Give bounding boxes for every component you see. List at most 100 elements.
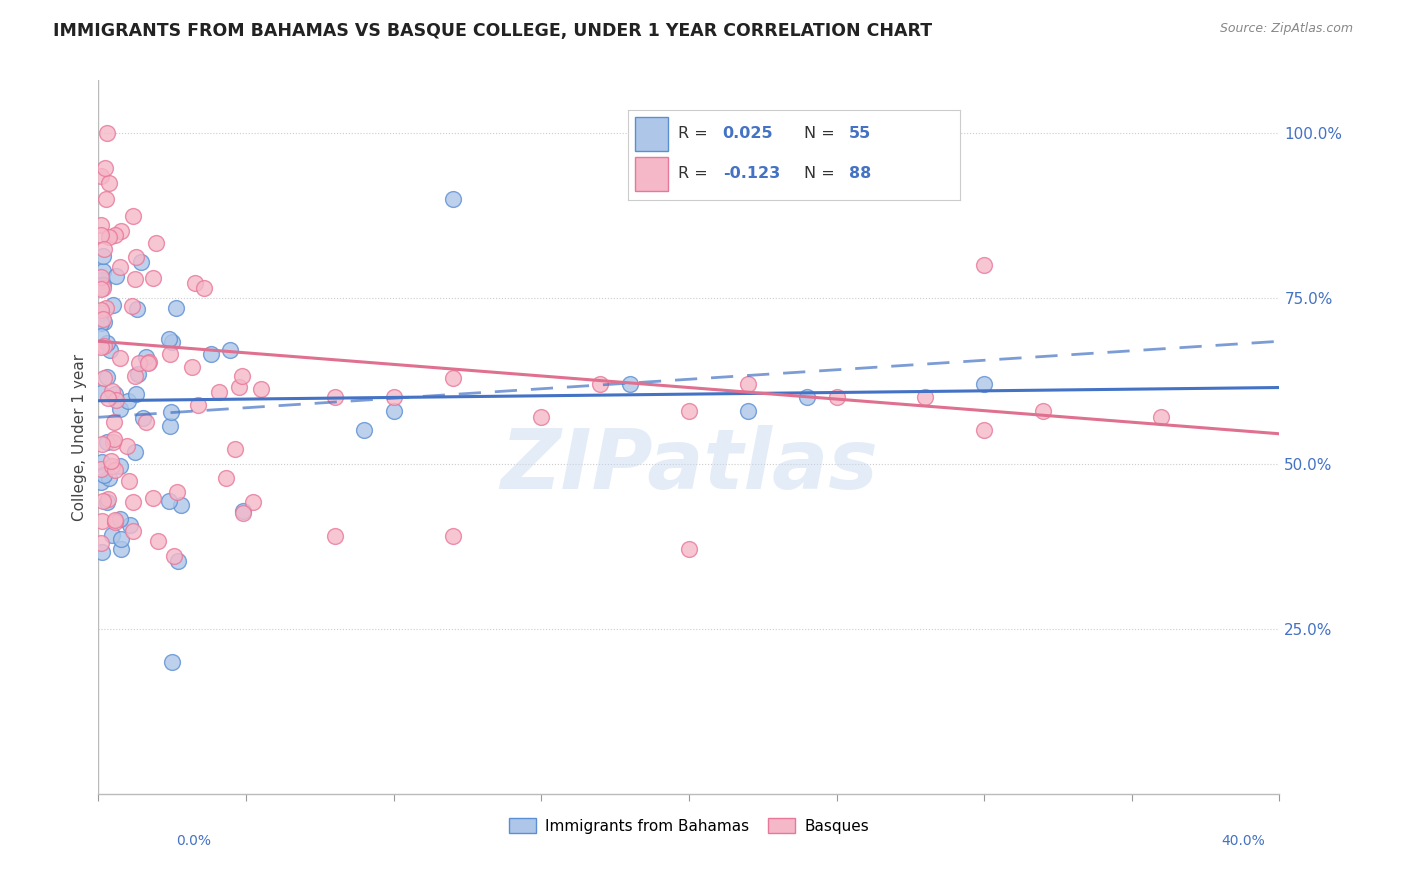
Point <box>103 463 125 477</box>
Point <box>96 370 118 384</box>
Point <box>97 176 120 190</box>
Point <box>219 343 242 357</box>
Point <box>382 403 405 417</box>
Point <box>825 391 848 405</box>
Point <box>96 434 118 449</box>
Point <box>973 258 995 272</box>
Point <box>1150 410 1173 425</box>
Point <box>94 192 117 206</box>
Point <box>121 524 143 539</box>
Point <box>353 424 375 438</box>
Point <box>91 280 114 294</box>
Point <box>530 410 553 425</box>
Point <box>108 458 131 473</box>
Point <box>90 306 112 320</box>
Point <box>90 536 112 550</box>
Point <box>90 340 112 354</box>
Point <box>162 655 183 669</box>
Legend: Immigrants from Bahamas, Basques: Immigrants from Bahamas, Basques <box>502 812 876 839</box>
Point <box>914 391 936 405</box>
Point <box>166 484 188 499</box>
Point <box>224 442 246 457</box>
Text: -0.123: -0.123 <box>723 167 780 181</box>
Point <box>90 514 112 528</box>
Point <box>104 269 127 284</box>
Point <box>110 533 132 547</box>
Point <box>145 235 167 250</box>
Point <box>124 369 146 384</box>
Point <box>117 394 139 409</box>
Point <box>796 391 818 405</box>
Point <box>159 419 181 434</box>
Point <box>118 517 141 532</box>
Point <box>208 384 231 399</box>
Point <box>128 356 150 370</box>
Point <box>167 554 190 568</box>
Point <box>108 260 131 275</box>
Point <box>973 424 995 438</box>
Text: 40.0%: 40.0% <box>1222 834 1265 848</box>
Point <box>242 495 264 509</box>
Point <box>98 229 121 244</box>
Point <box>104 227 127 242</box>
Point <box>232 504 254 518</box>
Point <box>160 334 183 349</box>
Point <box>93 315 115 329</box>
Point <box>108 512 131 526</box>
Point <box>90 303 112 318</box>
Point <box>98 343 121 358</box>
Point <box>136 356 159 370</box>
Point <box>103 432 125 446</box>
Point <box>96 126 118 140</box>
Point <box>91 273 114 287</box>
Point <box>108 401 131 416</box>
Point <box>132 411 155 425</box>
Point <box>91 545 114 559</box>
Point <box>231 368 253 383</box>
Point <box>122 209 145 223</box>
Text: 0.025: 0.025 <box>723 126 773 141</box>
Point <box>90 270 112 285</box>
Point <box>135 350 157 364</box>
Point <box>124 251 146 265</box>
Point <box>619 377 641 392</box>
Point <box>93 339 115 353</box>
Point <box>104 387 127 401</box>
Text: 55: 55 <box>849 126 872 141</box>
Point <box>104 393 127 408</box>
Point <box>97 492 120 507</box>
Point <box>146 533 169 548</box>
Point <box>93 242 115 256</box>
Point <box>441 370 464 384</box>
Point <box>323 391 346 405</box>
Point <box>250 382 273 396</box>
Point <box>90 316 112 330</box>
Point <box>91 264 114 278</box>
Point <box>157 332 180 346</box>
Point <box>91 277 114 292</box>
Point <box>122 495 145 509</box>
Point <box>127 302 149 317</box>
Point <box>382 391 405 405</box>
Point <box>214 471 236 485</box>
Text: Source: ZipAtlas.com: Source: ZipAtlas.com <box>1219 22 1353 36</box>
Point <box>323 529 346 543</box>
Text: ZIPatlas: ZIPatlas <box>501 425 877 506</box>
Point <box>103 415 125 429</box>
Point <box>184 276 207 290</box>
Point <box>101 298 124 312</box>
Point <box>142 270 165 285</box>
Point <box>94 161 117 175</box>
Y-axis label: College, Under 1 year: College, Under 1 year <box>72 353 87 521</box>
Point <box>98 471 121 485</box>
Point <box>157 494 180 508</box>
Point <box>187 398 209 412</box>
Point <box>93 371 115 385</box>
Text: R =: R = <box>678 167 713 181</box>
Point <box>232 506 254 520</box>
Point <box>678 403 700 417</box>
Point <box>93 468 115 483</box>
Point <box>142 491 165 505</box>
Point <box>737 377 759 392</box>
Point <box>91 249 114 263</box>
